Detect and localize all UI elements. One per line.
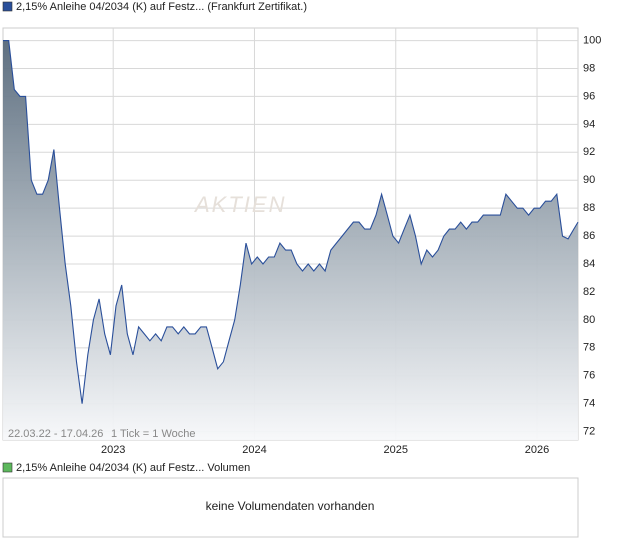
x-tick-label: 2025 xyxy=(384,444,408,456)
legend-swatch xyxy=(2,462,13,473)
y-tick-label: 84 xyxy=(583,258,595,270)
y-tick-label: 90 xyxy=(583,174,595,186)
x-tick-label: 2023 xyxy=(101,444,125,456)
y-tick-label: 80 xyxy=(583,314,595,326)
y-tick-label: 92 xyxy=(583,146,595,158)
y-tick-label: 86 xyxy=(583,230,595,242)
area xyxy=(3,40,578,440)
y-tick-label: 94 xyxy=(583,118,595,130)
line xyxy=(3,40,579,404)
y-tick-label: 88 xyxy=(583,202,595,214)
watermark: AKTIEN xyxy=(193,192,286,217)
x-tick-label: 2024 xyxy=(242,444,266,456)
volume-label: 2,15% Anleihe 04/2034 (K) auf Festz... V… xyxy=(16,462,250,474)
x-tick-label: 2026 xyxy=(525,444,549,456)
y-tick-label: 72 xyxy=(583,426,595,438)
tick-note: 1 Tick = 1 Woche xyxy=(111,428,195,440)
y-tick-label: 96 xyxy=(583,90,595,102)
y-tick-label: 100 xyxy=(583,34,601,46)
y-tick-label: 78 xyxy=(583,342,595,354)
legend-swatch xyxy=(2,1,13,12)
y-tick-label: 74 xyxy=(583,398,595,410)
chart-title: 2,15% Anleihe 04/2034 (K) auf Festz... (… xyxy=(16,1,307,13)
volume-message: keine Volumendaten vorhanden xyxy=(206,499,375,513)
volume-panel xyxy=(2,477,579,538)
y-tick-label: 82 xyxy=(583,286,595,298)
date-range: 22.03.22 - 17.04.26 xyxy=(8,428,103,440)
y-tick-label: 76 xyxy=(583,370,595,382)
y-tick-label: 98 xyxy=(583,62,595,74)
